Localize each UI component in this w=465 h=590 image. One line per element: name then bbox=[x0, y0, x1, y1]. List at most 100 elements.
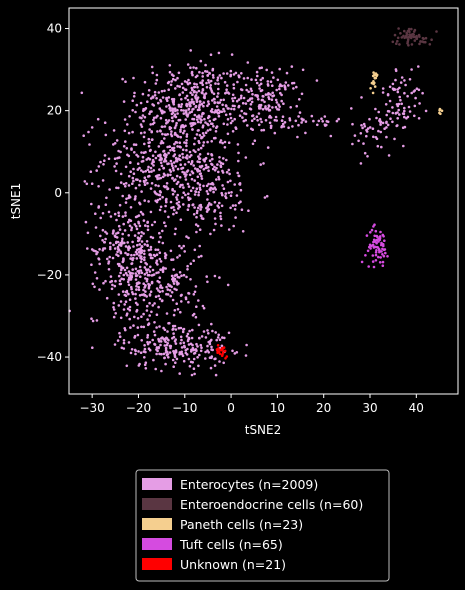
data-point bbox=[204, 357, 207, 360]
data-point bbox=[91, 346, 94, 350]
data-point bbox=[133, 234, 137, 237]
data-point bbox=[165, 312, 169, 315]
data-point bbox=[156, 198, 160, 202]
data-point bbox=[198, 157, 202, 160]
data-point bbox=[177, 207, 180, 210]
data-point bbox=[193, 372, 196, 376]
data-point bbox=[177, 326, 181, 330]
data-point bbox=[126, 253, 129, 256]
data-point bbox=[132, 179, 135, 183]
data-point bbox=[275, 101, 279, 104]
data-point bbox=[189, 197, 192, 200]
data-point bbox=[414, 96, 417, 100]
data-point bbox=[159, 129, 162, 133]
data-point bbox=[175, 196, 178, 199]
data-point bbox=[216, 336, 220, 339]
data-point bbox=[158, 168, 161, 171]
data-point bbox=[180, 346, 184, 349]
data-point bbox=[82, 134, 85, 137]
data-point bbox=[167, 283, 170, 286]
data-point bbox=[214, 373, 218, 377]
data-point bbox=[124, 290, 128, 294]
data-point bbox=[195, 230, 198, 234]
data-point bbox=[204, 92, 208, 95]
data-point bbox=[157, 193, 160, 197]
data-point bbox=[140, 125, 144, 128]
data-point bbox=[134, 349, 137, 353]
data-point bbox=[174, 328, 178, 331]
data-point bbox=[209, 203, 213, 206]
data-point bbox=[229, 121, 233, 125]
data-point bbox=[172, 74, 175, 78]
data-point bbox=[300, 117, 304, 121]
data-point bbox=[410, 43, 414, 46]
data-point bbox=[168, 351, 172, 354]
data-point bbox=[218, 201, 221, 205]
data-point bbox=[279, 91, 282, 95]
data-point bbox=[181, 148, 185, 152]
data-point bbox=[198, 134, 202, 137]
data-point bbox=[233, 183, 236, 186]
series-2-points bbox=[369, 71, 444, 116]
data-point bbox=[124, 80, 127, 83]
data-point bbox=[230, 107, 233, 111]
data-point bbox=[220, 224, 223, 227]
data-point bbox=[174, 178, 177, 181]
data-point bbox=[175, 302, 178, 306]
data-point bbox=[203, 117, 206, 121]
data-point bbox=[185, 157, 189, 160]
data-point bbox=[137, 288, 141, 292]
data-point bbox=[271, 84, 274, 87]
data-point bbox=[138, 237, 142, 240]
data-point bbox=[104, 279, 107, 283]
data-point bbox=[213, 101, 216, 105]
data-point bbox=[170, 258, 173, 262]
data-point bbox=[95, 169, 98, 172]
data-point bbox=[160, 164, 164, 168]
data-point bbox=[199, 172, 202, 175]
data-point bbox=[185, 139, 188, 142]
data-point bbox=[170, 162, 173, 165]
data-point bbox=[197, 193, 200, 197]
data-point bbox=[395, 42, 398, 45]
data-point bbox=[142, 232, 145, 235]
data-point bbox=[372, 225, 375, 228]
data-point bbox=[172, 212, 175, 216]
data-point bbox=[157, 294, 160, 298]
data-point bbox=[157, 338, 161, 342]
data-point bbox=[310, 114, 314, 118]
data-point bbox=[206, 192, 210, 196]
data-point bbox=[123, 229, 127, 232]
data-point bbox=[172, 268, 175, 271]
data-point bbox=[190, 348, 193, 352]
data-point bbox=[140, 160, 144, 163]
data-point bbox=[140, 231, 143, 234]
data-point bbox=[215, 166, 218, 170]
data-point bbox=[212, 97, 216, 101]
data-point bbox=[220, 346, 224, 350]
data-point bbox=[195, 66, 198, 70]
data-point bbox=[165, 285, 168, 289]
data-point bbox=[377, 255, 380, 259]
data-point bbox=[129, 272, 132, 275]
legend-swatch bbox=[142, 538, 172, 550]
data-point bbox=[246, 76, 249, 80]
data-point bbox=[166, 173, 170, 176]
data-point bbox=[83, 180, 87, 183]
data-point bbox=[134, 272, 137, 275]
data-point bbox=[180, 108, 183, 112]
data-point bbox=[103, 159, 106, 162]
data-point bbox=[209, 189, 212, 192]
data-point bbox=[148, 348, 152, 352]
data-point bbox=[162, 150, 165, 153]
data-point bbox=[200, 102, 204, 106]
data-point bbox=[224, 113, 228, 117]
data-point bbox=[182, 109, 185, 112]
data-point bbox=[172, 169, 175, 172]
data-point bbox=[140, 249, 144, 252]
data-point bbox=[95, 319, 99, 322]
data-point bbox=[135, 153, 138, 157]
data-point bbox=[154, 295, 158, 299]
data-point bbox=[217, 175, 220, 179]
data-point bbox=[224, 357, 227, 360]
